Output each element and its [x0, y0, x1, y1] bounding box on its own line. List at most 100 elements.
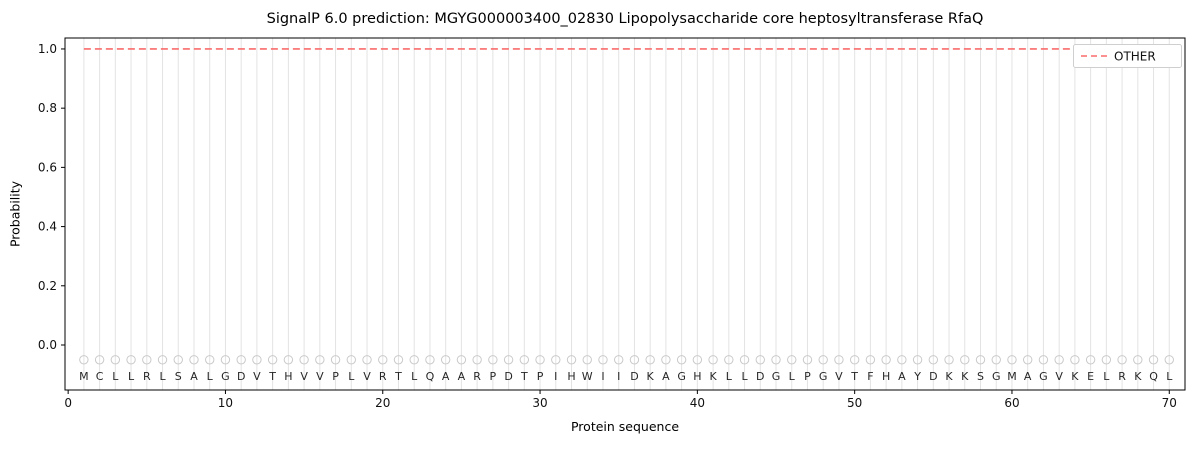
residue-letter: K	[1071, 370, 1079, 383]
residue-letter: L	[1166, 370, 1173, 383]
residue-letter: L	[348, 370, 355, 383]
residue-marker	[1101, 355, 1112, 365]
residue-marker	[346, 355, 356, 365]
residue-marker	[849, 355, 860, 365]
residue-letter: K	[1134, 370, 1142, 383]
residue-letter: P	[490, 370, 497, 383]
residue-letter: L	[128, 370, 135, 383]
residue-marker	[393, 355, 404, 365]
x-tick-label: 70	[1162, 396, 1177, 410]
plot-border	[64, 37, 1186, 391]
residue-marker	[173, 355, 183, 365]
residue-marker	[472, 355, 482, 365]
residue-letter: G	[772, 370, 781, 383]
residue-letter: T	[394, 370, 402, 383]
residue-marker	[1054, 355, 1064, 365]
residue-marker	[928, 355, 939, 365]
residue-marker	[94, 355, 105, 365]
residue-marker	[535, 355, 545, 365]
residue-marker	[645, 355, 655, 365]
residue-letter: S	[977, 370, 984, 383]
residue-letter: H	[567, 370, 575, 383]
residue-letter: L	[726, 370, 733, 383]
y-tick-label: 1.0	[38, 42, 57, 56]
residue-letter: L	[159, 370, 166, 383]
residue-letter: T	[850, 370, 858, 383]
chart-title: SignalP 6.0 prediction: MGYG000003400_02…	[266, 11, 984, 27]
residue-marker	[1038, 355, 1049, 365]
residue-marker	[252, 355, 262, 365]
residue-letter: L	[789, 370, 796, 383]
residue-marker	[975, 355, 986, 365]
residue-letter: P	[804, 370, 811, 383]
residue-marker	[205, 355, 215, 365]
residue-letter: R	[1118, 370, 1126, 383]
residue-marker	[692, 355, 703, 365]
residue-marker	[126, 355, 136, 365]
residue-letter: G	[819, 370, 828, 383]
residue-marker	[865, 355, 876, 365]
residue-letter: A	[662, 370, 670, 383]
residue-marker	[220, 355, 231, 365]
residue-marker	[315, 355, 325, 365]
residue-marker	[912, 355, 923, 365]
residue-marker	[283, 355, 294, 365]
residue-letter: K	[945, 370, 953, 383]
residue-letter: L	[207, 370, 214, 383]
residue-marker	[519, 355, 530, 365]
residue-letter: V	[253, 370, 261, 383]
residue-marker	[1085, 355, 1096, 365]
residue-marker	[299, 355, 309, 365]
residue-marker	[598, 355, 608, 365]
residue-marker	[834, 355, 844, 365]
y-tick-label: 0.8	[38, 101, 57, 115]
residue-marker	[787, 355, 797, 365]
residue-letter: I	[554, 370, 557, 383]
residue-marker	[960, 355, 970, 365]
residue-letter: M	[1007, 370, 1017, 383]
residue-letter: H	[882, 370, 890, 383]
residue-letter: R	[143, 370, 151, 383]
residue-marker	[566, 355, 577, 365]
residue-letter: F	[867, 370, 873, 383]
residue-marker	[378, 355, 388, 365]
residue-marker	[440, 355, 451, 365]
residue-letter: V	[1055, 370, 1063, 383]
residue-letter: L	[411, 370, 418, 383]
residue-letter: D	[237, 370, 245, 383]
y-tick-label: 0.2	[38, 279, 57, 293]
residue-marker	[1022, 355, 1033, 365]
residue-letter: Y	[913, 370, 921, 383]
x-tick-label: 50	[847, 396, 862, 410]
residue-marker	[724, 355, 734, 365]
residue-marker	[267, 355, 278, 365]
residue-marker	[582, 355, 592, 365]
residue-marker	[362, 355, 372, 365]
residue-marker	[189, 355, 199, 365]
residue-marker	[1133, 355, 1143, 365]
x-tick-label: 10	[218, 396, 233, 410]
residue-letter: R	[473, 370, 481, 383]
residue-marker	[79, 355, 89, 365]
residue-letter: T	[268, 370, 276, 383]
residue-letter: W	[582, 370, 593, 383]
residue-letter: G	[992, 370, 1001, 383]
residue-letter: P	[332, 370, 339, 383]
x-tick-label: 30	[532, 396, 547, 410]
residue-letter: S	[175, 370, 182, 383]
residue-marker	[456, 355, 467, 365]
residue-marker	[236, 355, 246, 365]
residue-marker	[771, 355, 781, 365]
residue-letter: A	[458, 370, 466, 383]
residue-marker	[629, 355, 640, 365]
y-tick-label: 0.6	[38, 160, 57, 174]
x-tick-label: 60	[1004, 396, 1019, 410]
residue-marker	[1070, 355, 1080, 365]
residue-letter: L	[1103, 370, 1110, 383]
residue-marker	[755, 355, 765, 365]
residue-marker	[409, 355, 419, 365]
residue-marker	[676, 355, 687, 365]
residue-letter: Q	[1149, 370, 1158, 383]
residue-marker	[614, 355, 624, 365]
residue-letter: K	[647, 370, 655, 383]
